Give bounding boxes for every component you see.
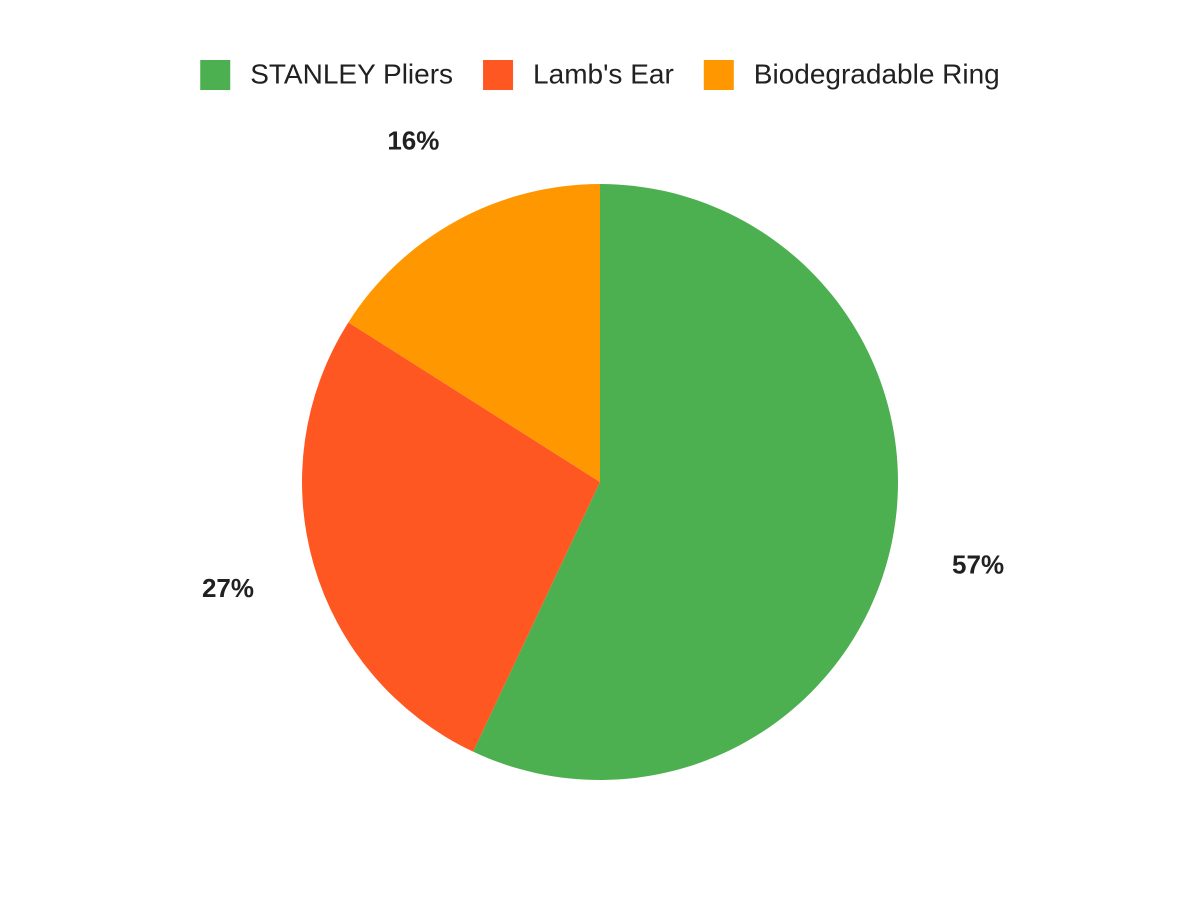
legend-swatch xyxy=(703,60,734,90)
pie-slice xyxy=(348,184,600,482)
legend: STANLEY Pliers Lamb's Ear Biodegradable Ri… xyxy=(200,58,1000,90)
legend-swatch xyxy=(483,60,514,90)
slice-label: 27% xyxy=(202,573,254,603)
pie-slice xyxy=(301,322,600,752)
slice-label: 57% xyxy=(952,549,1004,579)
legend-swatch xyxy=(200,60,231,90)
pie-slice xyxy=(473,184,898,781)
legend-label: STANLEY Pliers xyxy=(250,58,453,89)
legend-label: Lamb's Ear xyxy=(533,58,674,89)
legend-label: Biodegradable Ring xyxy=(754,58,1000,89)
slice-label: 16% xyxy=(387,125,439,155)
